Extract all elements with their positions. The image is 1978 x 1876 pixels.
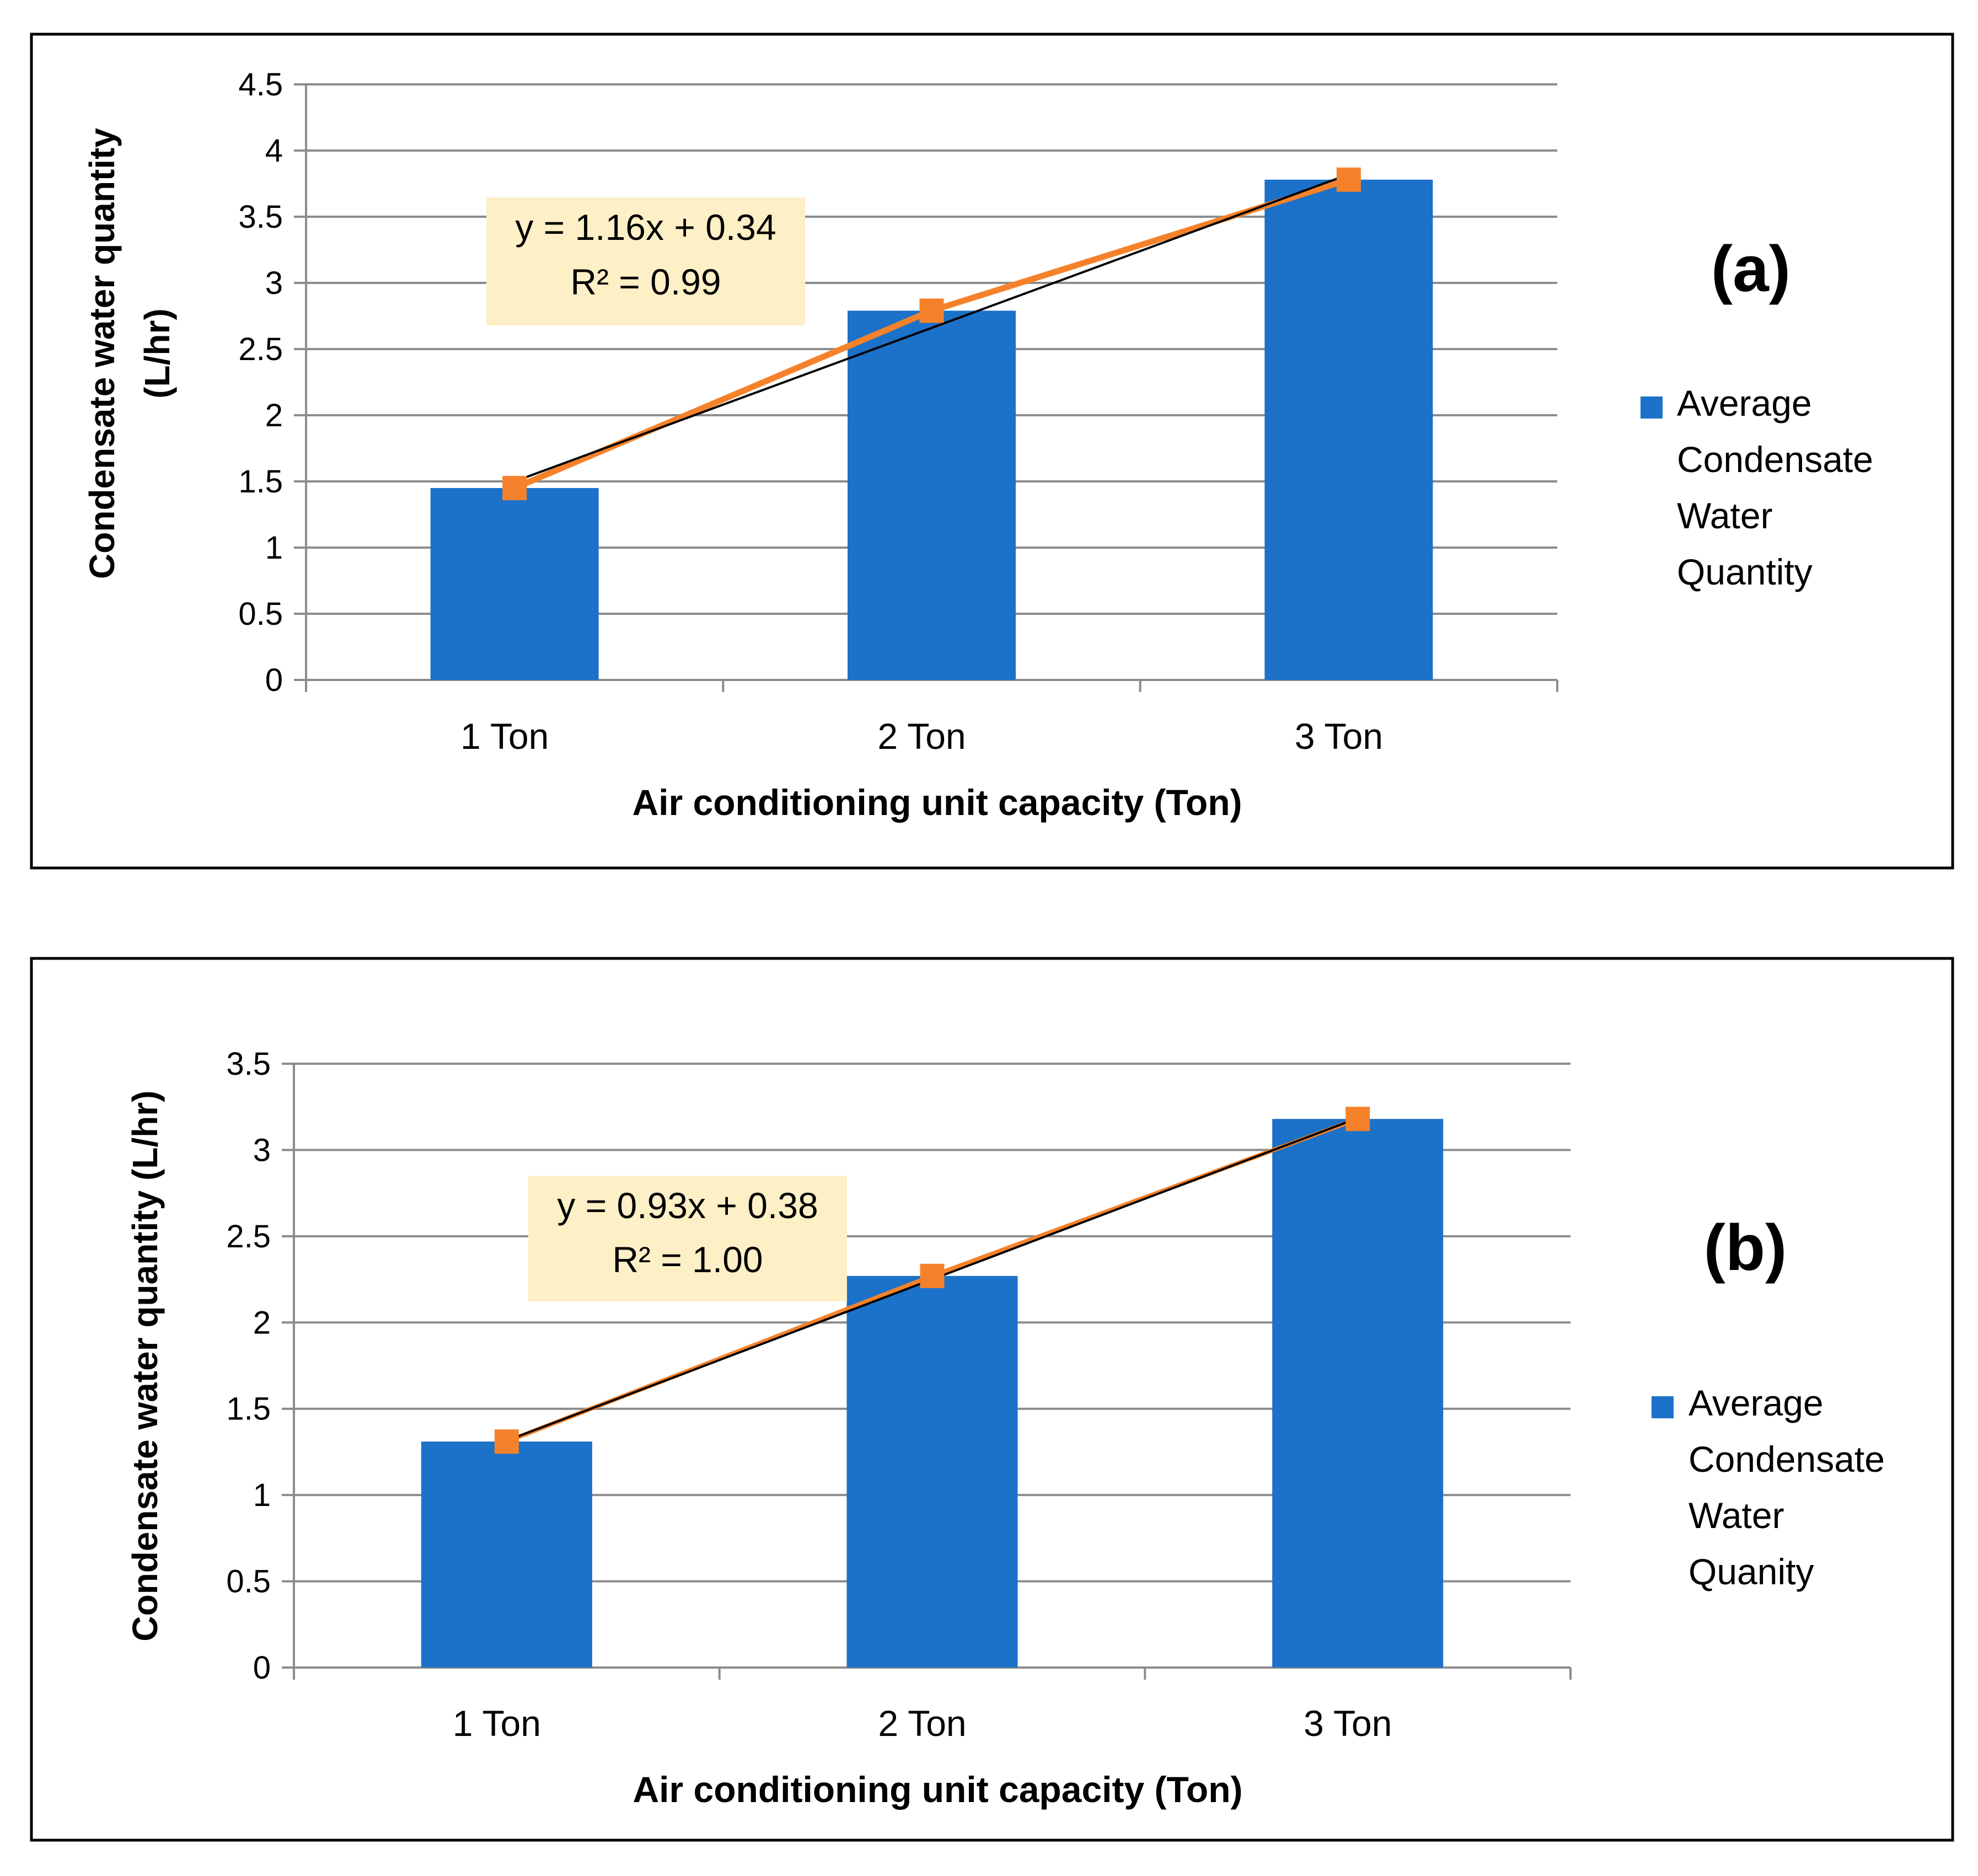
- y-tick-label: 0.5: [226, 1564, 271, 1600]
- y-tick-label: 3.5: [226, 1046, 271, 1082]
- panel-label: (b): [1704, 1212, 1787, 1284]
- y-tick-label: 1: [265, 530, 283, 566]
- bar-2: [846, 1275, 1018, 1668]
- y-axis-title: Condensate water quantity (L/hr): [82, 128, 177, 579]
- series-marker-1: [502, 476, 527, 500]
- x-axis-title: Air conditioning unit capacity (Ton): [632, 1769, 1242, 1810]
- y-tick-label: 1.5: [238, 464, 283, 500]
- y-tick-label: 0.5: [238, 596, 283, 632]
- y-tick-label: 3: [253, 1132, 271, 1168]
- panel-label: (a): [1711, 233, 1791, 305]
- legend-label: Quantity: [1677, 551, 1813, 592]
- legend-label: Average: [1688, 1382, 1824, 1423]
- bar-1: [430, 488, 599, 680]
- bar-1: [421, 1441, 592, 1668]
- legend-label: Average: [1677, 383, 1812, 424]
- y-tick-label: 1: [253, 1477, 271, 1513]
- series-marker-2: [919, 298, 944, 323]
- legend-swatch: [1641, 396, 1663, 419]
- equation-box: [486, 197, 805, 325]
- y-tick-label: 0: [265, 662, 283, 698]
- legend-label: Water: [1677, 495, 1773, 536]
- y-tick-label: 3: [265, 265, 283, 301]
- chart-panel-b: 0 0.5 1 1.5 2 2.5 3 3.5 1 Ton 2 Ton 3 Ton y = 0.93x…: [30, 957, 1954, 1842]
- x-axis-title: Air conditioning unit capacity (Ton): [632, 782, 1242, 823]
- legend-label: Condensate: [1688, 1439, 1885, 1480]
- x-tick-label: 1 Ton: [460, 716, 549, 757]
- y-axis-title-line: Condensate water quantity (L/hr): [125, 1090, 165, 1641]
- legend: Average Condensate Water Quantity: [1641, 383, 1873, 592]
- x-tick-label: 2 Ton: [877, 716, 966, 757]
- y-tick-label: 2: [265, 398, 283, 433]
- y-tick-label: 4: [265, 133, 283, 169]
- legend-label: Condensate: [1677, 439, 1873, 480]
- y-tick-label: 0: [253, 1650, 271, 1686]
- y-tick-label: 4.5: [238, 67, 283, 103]
- trendline-equation: y = 0.93x + 0.38: [557, 1185, 818, 1226]
- x-tick-label: 2 Ton: [878, 1703, 966, 1744]
- series-marker-1: [494, 1429, 519, 1454]
- panel-frame: [30, 957, 1954, 1842]
- x-tick-label: 1 Ton: [453, 1703, 541, 1744]
- panel-frame: [30, 33, 1954, 870]
- x-tick-label: 3 Ton: [1295, 716, 1383, 757]
- trendline-equation: y = 1.16x + 0.34: [515, 207, 776, 248]
- bar-3: [1264, 179, 1433, 680]
- y-tick-label: 2: [253, 1305, 271, 1341]
- y-axis-title-line: (L/hr): [137, 308, 177, 399]
- chart-panel-a: 0 0.5 1 1.5 2 2.5 3 3.5 4 4.5 1 Ton 2 Ton 3 Ton y = 1…: [30, 33, 1954, 870]
- y-axis-title: Condensate water quantity (L/hr): [125, 1090, 165, 1641]
- series-marker-2: [920, 1263, 945, 1288]
- legend-swatch: [1652, 1396, 1674, 1418]
- r-squared: R² = 1.00: [612, 1239, 763, 1280]
- y-tick-label: 3.5: [238, 199, 283, 235]
- y-tick-label: 2.5: [238, 331, 283, 367]
- bar-3: [1272, 1119, 1444, 1668]
- y-tick-label: 1.5: [226, 1391, 271, 1427]
- series-marker-3: [1346, 1107, 1370, 1132]
- r-squared: R² = 0.99: [570, 261, 721, 302]
- y-tick-label: 2.5: [226, 1219, 271, 1255]
- x-tick-label: 3 Ton: [1304, 1703, 1392, 1744]
- legend-label: Water: [1688, 1495, 1784, 1536]
- legend: Average Condensate Water Quanity: [1652, 1382, 1885, 1592]
- series-marker-3: [1336, 167, 1361, 192]
- trendline: [514, 173, 1349, 483]
- bar-2: [848, 310, 1016, 680]
- legend-label: Quanity: [1688, 1551, 1814, 1592]
- equation-box: [528, 1176, 847, 1301]
- y-axis-title-line: Condensate water quantity: [82, 128, 122, 579]
